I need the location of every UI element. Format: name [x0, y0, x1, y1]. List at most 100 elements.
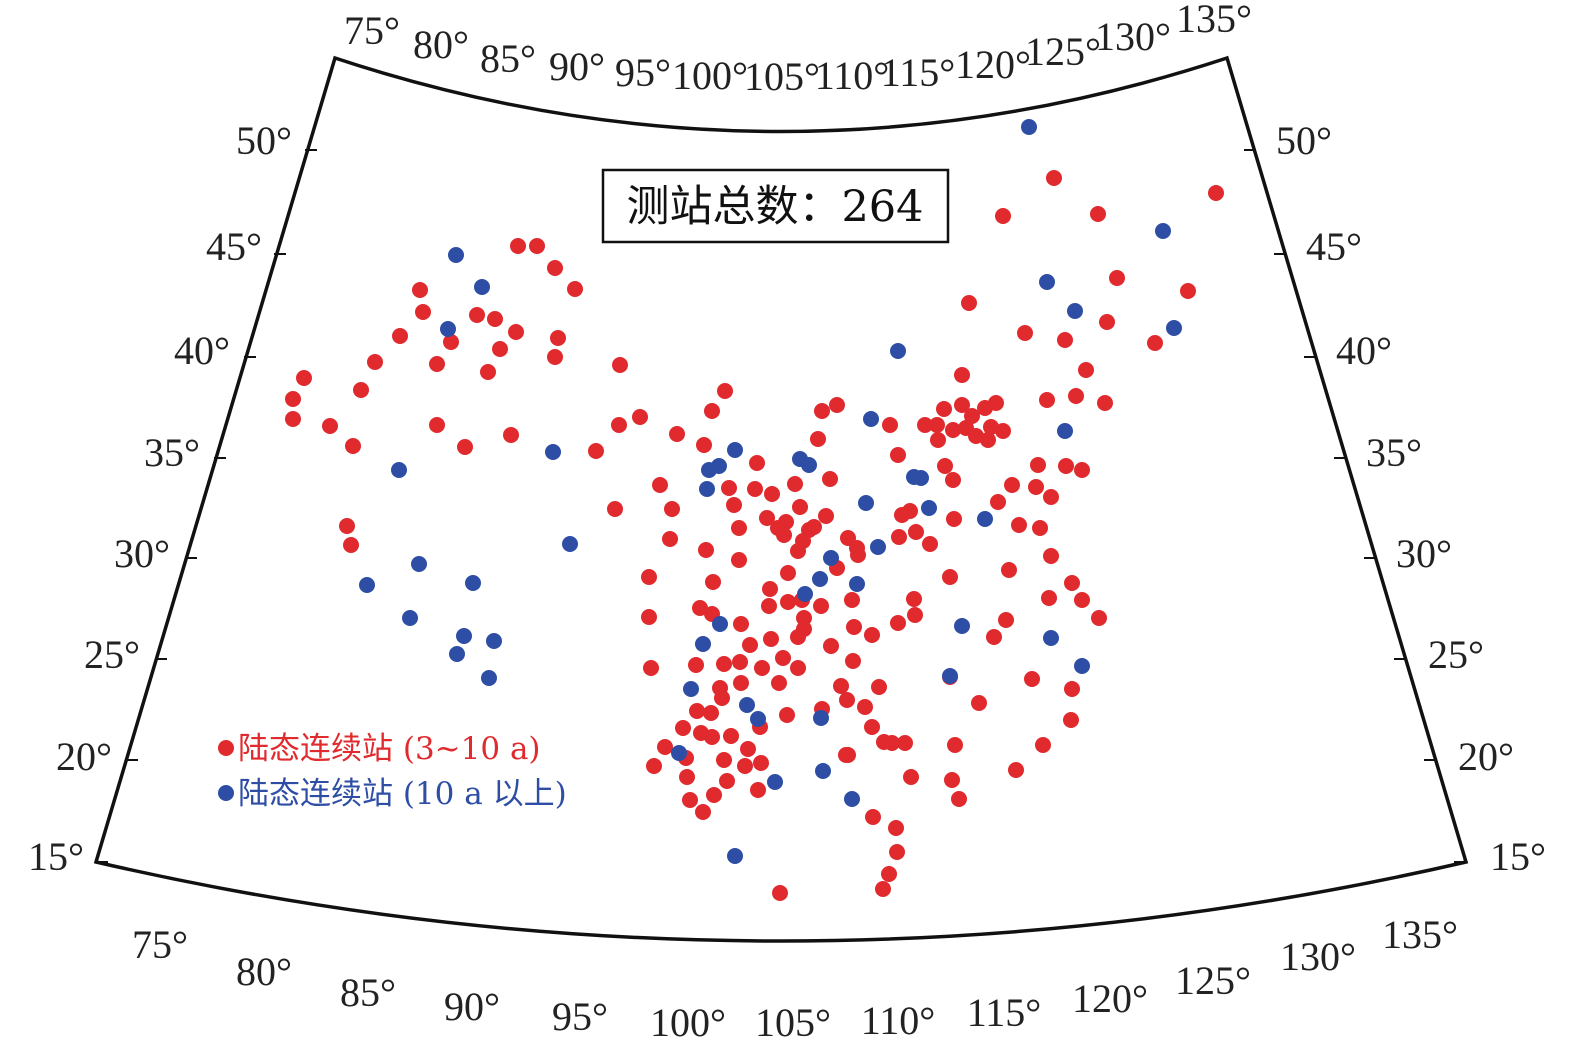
station-point-long-term: [1021, 119, 1037, 135]
station-point-long-term: [481, 670, 497, 686]
station-point-short-term: [726, 497, 742, 513]
station-point-short-term: [1039, 392, 1055, 408]
station-point-long-term: [823, 550, 839, 566]
station-point-long-term: [391, 462, 407, 478]
station-point-long-term: [711, 458, 727, 474]
station-point-long-term: [411, 556, 427, 572]
top-longitude-labels: 75° 80° 85° 90° 95° 100° 105° 110° 115° …: [344, 0, 1252, 99]
station-point-long-term: [815, 763, 831, 779]
station-point-short-term: [675, 720, 691, 736]
station-point-short-term: [871, 679, 887, 695]
station-point-short-term: [763, 631, 779, 647]
station-point-short-term: [906, 591, 922, 607]
station-point-short-term: [833, 678, 849, 694]
station-point-short-term: [888, 820, 904, 836]
station-point-short-term: [945, 422, 961, 438]
top-lon-label: 105°: [744, 54, 820, 99]
station-point-short-term: [1043, 489, 1059, 505]
station-point-short-term: [1011, 517, 1027, 533]
station-point-short-term: [1024, 671, 1040, 687]
station-point-long-term: [683, 681, 699, 697]
station-point-long-term: [727, 442, 743, 458]
station-point-long-term: [942, 668, 958, 684]
station-point-long-term: [440, 321, 456, 337]
station-point-short-term: [750, 782, 766, 798]
station-point-short-term: [980, 432, 996, 448]
station-point-short-term: [922, 536, 938, 552]
bottom-lon-label: 75°: [132, 922, 188, 967]
station-point-short-term: [611, 417, 627, 433]
station-point-long-term: [1043, 630, 1059, 646]
station-point-short-term: [731, 520, 747, 536]
station-point-short-term: [719, 773, 735, 789]
station-point-short-term: [889, 844, 905, 860]
station-point-short-term: [1090, 206, 1106, 222]
right-lat-label: 15°: [1490, 834, 1546, 879]
station-point-short-term: [443, 334, 459, 350]
station-point-short-term: [322, 418, 338, 434]
station-point-short-term: [829, 397, 845, 413]
station-point-short-term: [429, 356, 445, 372]
station-point-long-term: [812, 571, 828, 587]
station-point-short-term: [692, 600, 708, 616]
legend-marker-long-term: [218, 785, 234, 801]
left-lat-label: 40°: [174, 328, 230, 373]
station-point-long-term: [1166, 320, 1182, 336]
station-point-short-term: [695, 804, 711, 820]
station-point-short-term: [732, 654, 748, 670]
station-point-long-term: [1074, 658, 1090, 674]
station-point-long-term: [750, 711, 766, 727]
station-point-long-term: [402, 610, 418, 626]
map-frame: [93, 55, 1469, 943]
station-point-short-term: [429, 417, 445, 433]
station-point-long-term: [870, 539, 886, 555]
station-point-short-term: [818, 508, 834, 524]
station-point-short-term: [954, 367, 970, 383]
top-lon-label: 130°: [1095, 14, 1171, 59]
station-point-short-term: [891, 529, 907, 545]
station-point-short-term: [823, 638, 839, 654]
station-point-long-term: [562, 536, 578, 552]
top-lon-label: 110°: [815, 53, 890, 98]
station-point-long-term: [844, 791, 860, 807]
station-point-long-term: [954, 618, 970, 634]
station-point-short-term: [846, 619, 862, 635]
station-point-long-term: [671, 745, 687, 761]
short-term-stations: [285, 170, 1224, 901]
station-point-short-term: [1004, 477, 1020, 493]
station-point-short-term: [917, 417, 933, 433]
station-point-long-term: [699, 481, 715, 497]
station-point-short-term: [657, 739, 673, 755]
station-point-short-term: [875, 881, 891, 897]
station-point-long-term: [801, 457, 817, 473]
station-point-short-term: [990, 494, 1006, 510]
station-point-short-term: [1028, 479, 1044, 495]
station-point-short-term: [806, 519, 822, 535]
station-point-short-term: [714, 690, 730, 706]
station-point-short-term: [343, 537, 359, 553]
station-point-short-term: [1046, 170, 1062, 186]
station-point-short-term: [945, 472, 961, 488]
station-point-short-term: [902, 503, 918, 519]
station-point-short-term: [839, 692, 855, 708]
station-point-long-term: [739, 697, 755, 713]
station-point-short-term: [864, 719, 880, 735]
station-point-long-term: [977, 511, 993, 527]
station-point-short-term: [1064, 575, 1080, 591]
station-point-short-term: [706, 787, 722, 803]
station-point-short-term: [907, 607, 923, 623]
station-point-short-term: [749, 455, 765, 471]
station-point-short-term: [1058, 458, 1074, 474]
left-lat-label: 20°: [56, 734, 112, 779]
station-point-short-term: [1064, 681, 1080, 697]
station-point-short-term: [1068, 388, 1084, 404]
legend: 陆态连续站 (3~10 a) 陆态连续站 (10 a 以上): [218, 731, 567, 812]
station-point-short-term: [1001, 562, 1017, 578]
top-lon-label: 85°: [480, 36, 536, 81]
station-point-short-term: [682, 792, 698, 808]
bottom-lon-label: 90°: [444, 984, 500, 1029]
right-lat-label: 30°: [1396, 531, 1452, 576]
station-point-short-term: [529, 238, 545, 254]
station-point-long-term: [913, 470, 929, 486]
station-point-short-term: [762, 581, 778, 597]
